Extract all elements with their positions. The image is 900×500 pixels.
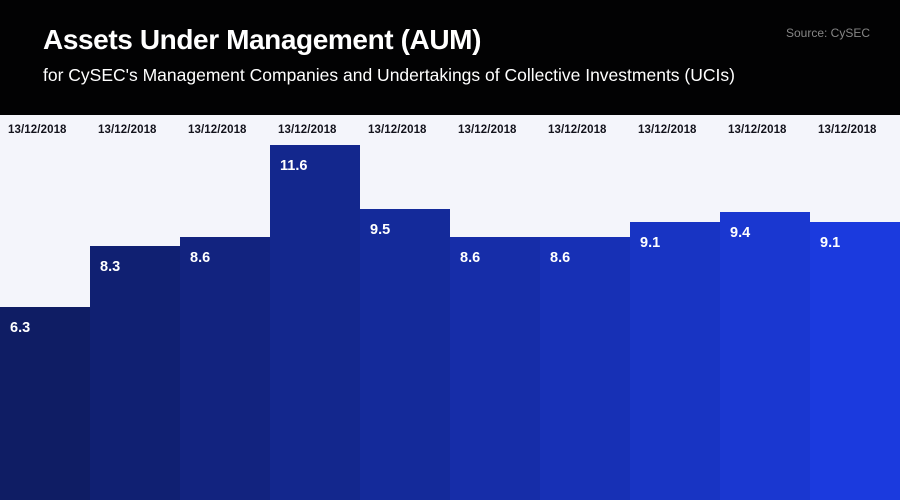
category-label: 13/12/2018 xyxy=(278,124,337,136)
bar: 11.6 xyxy=(270,145,360,500)
bar-value-label: 9.1 xyxy=(820,234,841,251)
bar-value-label: 8.6 xyxy=(190,249,211,266)
bar: 8.6 xyxy=(450,236,540,500)
bar-column: 13/12/2018 8.6 xyxy=(540,115,630,500)
bar-column: 13/12/2018 9.1 xyxy=(630,115,720,500)
bar-column: 13/12/2018 11.6 xyxy=(270,115,360,500)
category-label: 13/12/2018 xyxy=(638,124,697,136)
page-title: Assets Under Management (AUM) xyxy=(43,24,482,55)
bar: 9.1 xyxy=(810,221,900,500)
bar: 8.3 xyxy=(90,246,180,500)
bar: 6.3 xyxy=(0,307,90,500)
bar-value-label: 11.6 xyxy=(280,158,308,175)
bar-column: 13/12/2018 8.6 xyxy=(450,115,540,500)
source-credit: Source: CySEC xyxy=(785,26,870,40)
category-label: 13/12/2018 xyxy=(98,124,157,136)
category-label: 13/12/2018 xyxy=(458,124,517,136)
bar-column: 13/12/2018 8.6 xyxy=(180,115,270,500)
bar-value-label: 6.3 xyxy=(10,320,31,337)
page-subtitle: for CySEC's Management Companies and Und… xyxy=(43,65,735,85)
bar-column: 13/12/2018 9.5 xyxy=(360,115,450,500)
bar-column: 13/12/2018 9.4 xyxy=(720,115,810,500)
bar: 9.5 xyxy=(360,209,450,500)
bar-column: 13/12/2018 9.1 xyxy=(810,115,900,500)
category-label: 13/12/2018 xyxy=(368,124,427,136)
category-label: 13/12/2018 xyxy=(818,124,877,136)
bar: 9.1 xyxy=(630,221,720,500)
category-label: 13/12/2018 xyxy=(8,124,67,136)
bar: 8.6 xyxy=(180,236,270,500)
bar-value-label: 9.1 xyxy=(640,234,661,251)
bar-value-label: 9.4 xyxy=(730,225,751,242)
bar-value-label: 8.3 xyxy=(100,259,121,276)
bar-value-label: 8.6 xyxy=(550,249,571,266)
bar-value-label: 9.5 xyxy=(370,222,391,239)
bar-value-label: 8.6 xyxy=(460,249,481,266)
bar-column: 13/12/2018 8.3 xyxy=(90,115,180,500)
category-label: 13/12/2018 xyxy=(728,124,787,136)
bar-column: 13/12/2018 6.3 xyxy=(0,115,90,500)
bar-columns: 13/12/2018 6.3 13/12/2018 8.3 13/12/2018 8.6 1… xyxy=(0,115,900,500)
bar: 8.6 xyxy=(540,236,630,500)
chart-header: Assets Under Management (AUM) for CySEC'… xyxy=(0,0,900,115)
bar: 9.4 xyxy=(720,212,810,500)
bar-chart: 13/12/2018 6.3 13/12/2018 8.3 13/12/2018 8.6 1… xyxy=(0,115,900,500)
category-label: 13/12/2018 xyxy=(188,124,247,136)
category-label: 13/12/2018 xyxy=(548,124,607,136)
